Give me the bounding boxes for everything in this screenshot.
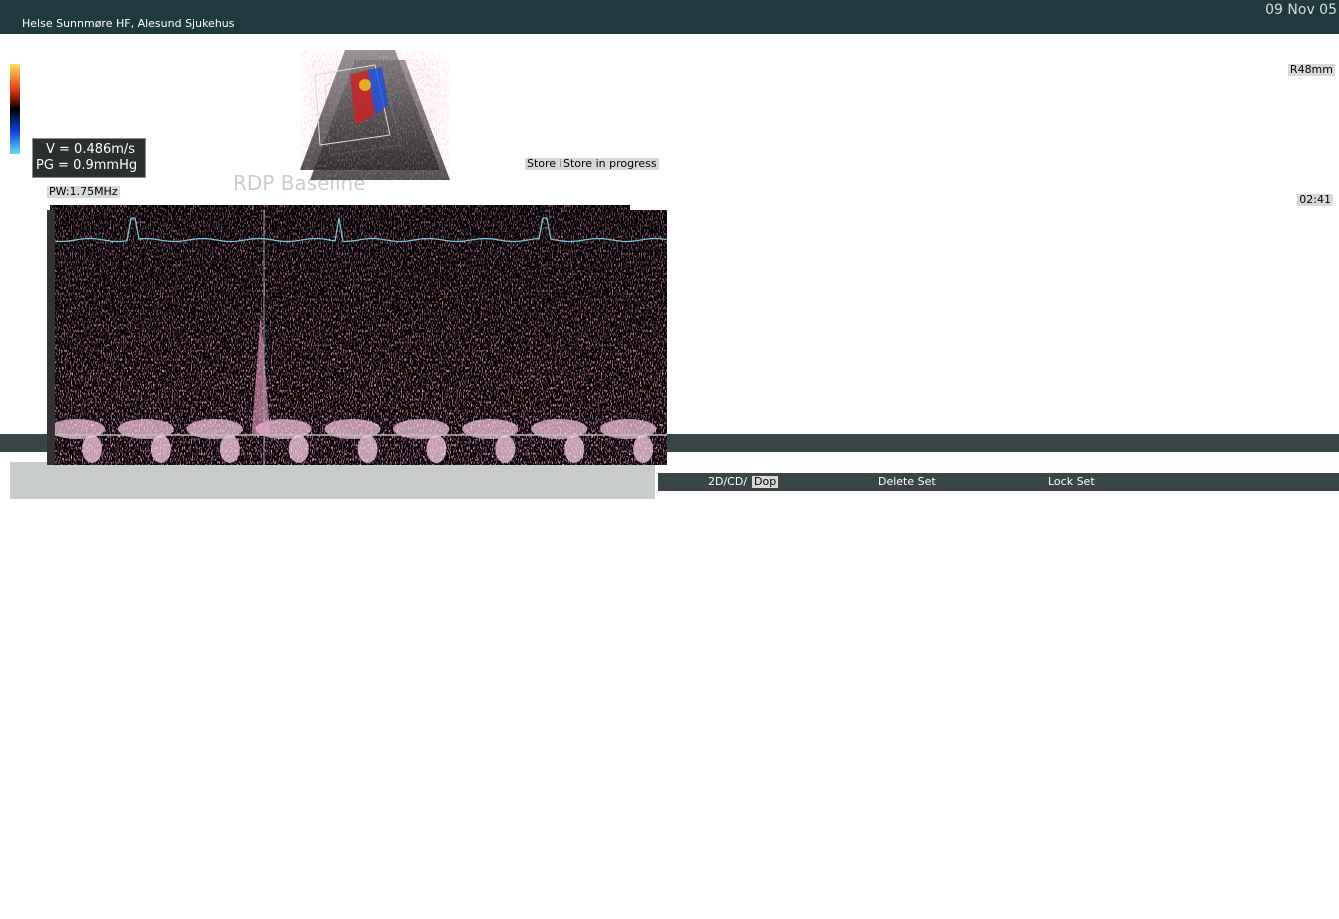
- time: 11:22:37: [1286, 36, 1335, 48]
- flow-envelope: [600, 419, 656, 439]
- flow-below: [151, 435, 171, 463]
- flow-below: [358, 435, 378, 463]
- menu-lock[interactable]: Lock Set: [1048, 476, 1095, 488]
- flow-below: [426, 435, 446, 463]
- menu-mode[interactable]: 2D/CD/: [708, 476, 747, 488]
- date: 09 Nov 05: [1265, 2, 1337, 18]
- pw-frequency: PW:1.75MHz: [47, 186, 120, 198]
- axis-top: 1.0: [19, 230, 38, 242]
- flow-below: [82, 435, 102, 463]
- flow-envelope: [531, 419, 587, 439]
- flow-below: [495, 435, 515, 463]
- scale-bottom: .24: [4, 156, 22, 168]
- page: {"panels":[ {"institution":"Helse Sunnmø…: [0, 0, 1339, 499]
- menu-bar: 2D/CD/Dop Delete Set Lock Set: [658, 473, 1339, 491]
- elapsed: 02:41: [1297, 194, 1333, 206]
- range: R48mm: [1288, 64, 1335, 76]
- status-strip: [10, 462, 655, 499]
- clock: 11:20:50: [561, 182, 610, 194]
- flow-below: [220, 435, 240, 463]
- flow-below: [289, 435, 309, 463]
- tis: TIS=1.2: [1291, 124, 1335, 136]
- color-bar: [10, 64, 20, 154]
- sweep-bar: [47, 210, 55, 465]
- gradient: PG = 0.9mmHg: [36, 158, 137, 173]
- flow-envelope: [462, 419, 518, 439]
- flow-envelope: [325, 419, 381, 439]
- menu-delete[interactable]: Delete Set: [878, 476, 936, 488]
- menu-mode-active[interactable]: Dop: [752, 476, 778, 488]
- flow-envelope: [49, 419, 105, 439]
- flow-envelope: [393, 419, 449, 439]
- flow-below: [564, 435, 584, 463]
- mi: MIcd=1.9: [561, 112, 613, 124]
- setting: PW Gain= 8dB: [32, 88, 113, 100]
- scale-top: .24: [4, 52, 22, 64]
- axis-unit: m/s: [15, 417, 37, 429]
- velocity: V = 0.486m/s: [46, 142, 135, 157]
- sector-image: [290, 45, 450, 175]
- doppler-spectrum: [47, 210, 667, 465]
- doppler-colour-yellow: [359, 79, 371, 91]
- angle: θ=13°: [147, 186, 189, 200]
- axis-unit: m/s: [18, 397, 40, 409]
- flow-envelope: [118, 419, 174, 439]
- sweep: Sweep=100mm/s: [1217, 220, 1315, 232]
- institution: Helse Sunnmøre HF, Alesund Sjukehus: [22, 18, 235, 30]
- ultrasound-panel: Helse Sunnmøre HF, Alesund Sjukehus09 No…: [0, 454, 681, 919]
- flow-envelope: [187, 419, 243, 439]
- flow-below: [633, 435, 653, 463]
